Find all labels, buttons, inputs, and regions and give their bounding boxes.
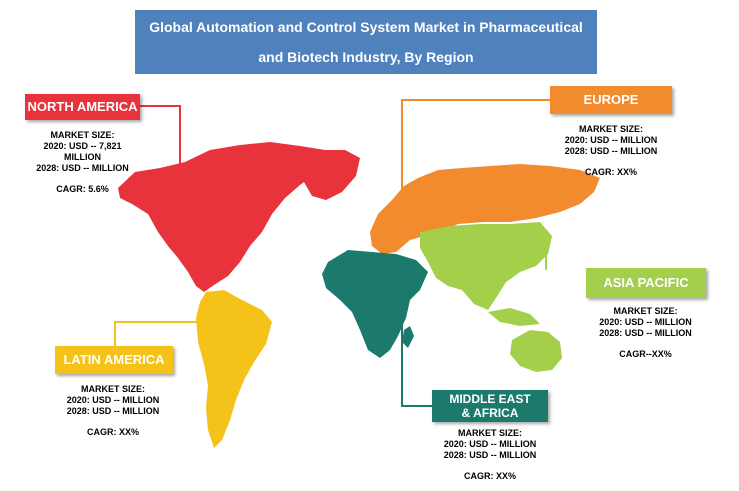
australia-shape bbox=[510, 330, 562, 372]
north-america-2020-unit: MILLION bbox=[64, 152, 101, 162]
latin-america-2020: 2020: USD -- MILLION bbox=[66, 395, 160, 405]
title-line-2: and Biotech Industry, By Region bbox=[258, 49, 474, 65]
latin-america-shape bbox=[196, 290, 272, 448]
north-america-label: NORTH AMERICA bbox=[25, 94, 140, 120]
north-america-2020: 2020: USD -- 7,821 bbox=[43, 141, 122, 151]
latin-america-cagr: CAGR: XX% bbox=[86, 427, 139, 437]
europe-market-size-label: MARKET SIZE: bbox=[579, 124, 643, 134]
europe-info: MARKET SIZE: 2020: USD -- MILLION 2028: … bbox=[555, 124, 667, 178]
asia-pacific-market-size-label: MARKET SIZE: bbox=[613, 306, 678, 316]
north-america-info: MARKET SIZE: 2020: USD -- 7,821 MILLION … bbox=[25, 130, 140, 195]
europe-2020: 2020: USD -- MILLION bbox=[564, 135, 658, 145]
title-line-1: Global Automation and Control System Mar… bbox=[149, 19, 583, 35]
north-america-shape bbox=[118, 142, 335, 292]
middle-east-africa-label: MIDDLE EAST & AFRICA bbox=[432, 390, 548, 422]
greenland-shape bbox=[300, 150, 360, 200]
chart-title: Global Automation and Control System Mar… bbox=[135, 10, 597, 74]
asia-pacific-info: MARKET SIZE: 2020: USD -- MILLION 2028: … bbox=[588, 306, 703, 360]
latin-america-connector bbox=[114, 321, 240, 348]
north-america-market-size-label: MARKET SIZE: bbox=[50, 130, 115, 140]
middle-east-africa-arrow-icon bbox=[397, 289, 407, 298]
asia-pacific-cagr: CAGR--XX% bbox=[619, 349, 672, 359]
middle-east-africa-label-line1: MIDDLE EAST bbox=[449, 392, 531, 406]
asia-pacific-2020: 2020: USD -- MILLION bbox=[599, 317, 692, 327]
europe-2028: 2028: USD -- MILLION bbox=[564, 146, 658, 156]
europe-arrow-icon bbox=[397, 198, 407, 207]
latin-america-arrow-icon bbox=[238, 317, 247, 327]
europe-label: EUROPE bbox=[550, 86, 672, 114]
middle-east-africa-shape bbox=[322, 250, 428, 358]
middle-east-africa-market-size-label: MARKET SIZE: bbox=[458, 428, 522, 438]
north-america-arrow-icon bbox=[175, 188, 185, 197]
middle-east-africa-cagr: CAGR: XX% bbox=[463, 471, 516, 481]
latin-america-label: LATIN AMERICA bbox=[55, 346, 173, 374]
asia-pacific-connector bbox=[478, 243, 547, 270]
asia-pacific-2028: 2028: USD -- MILLION bbox=[599, 328, 692, 338]
madagascar-shape bbox=[402, 326, 414, 348]
asia-pacific-arrow-icon bbox=[471, 239, 480, 249]
middle-east-africa-2028: 2028: USD -- MILLION bbox=[443, 450, 537, 460]
asia-pacific-shape bbox=[420, 222, 552, 310]
middle-east-africa-info: MARKET SIZE: 2020: USD -- MILLION 2028: … bbox=[432, 428, 548, 482]
latin-america-info: MARKET SIZE: 2020: USD -- MILLION 2028: … bbox=[57, 384, 169, 438]
middle-east-africa-label-line2: & AFRICA bbox=[461, 406, 519, 420]
indonesia-shape bbox=[488, 308, 540, 326]
europe-connector bbox=[401, 99, 550, 200]
north-america-cagr: CAGR: 5.6% bbox=[56, 184, 109, 194]
europe-cagr: CAGR: XX% bbox=[584, 167, 637, 177]
latin-america-market-size-label: MARKET SIZE: bbox=[81, 384, 145, 394]
north-america-2028: 2028: USD -- MILLION bbox=[36, 163, 129, 173]
middle-east-africa-2020: 2020: USD -- MILLION bbox=[443, 439, 537, 449]
asia-pacific-label: ASIA PACIFIC bbox=[586, 268, 706, 298]
latin-america-2028: 2028: USD -- MILLION bbox=[66, 406, 160, 416]
north-america-connector bbox=[140, 105, 181, 190]
middle-east-africa-connector bbox=[401, 296, 432, 407]
